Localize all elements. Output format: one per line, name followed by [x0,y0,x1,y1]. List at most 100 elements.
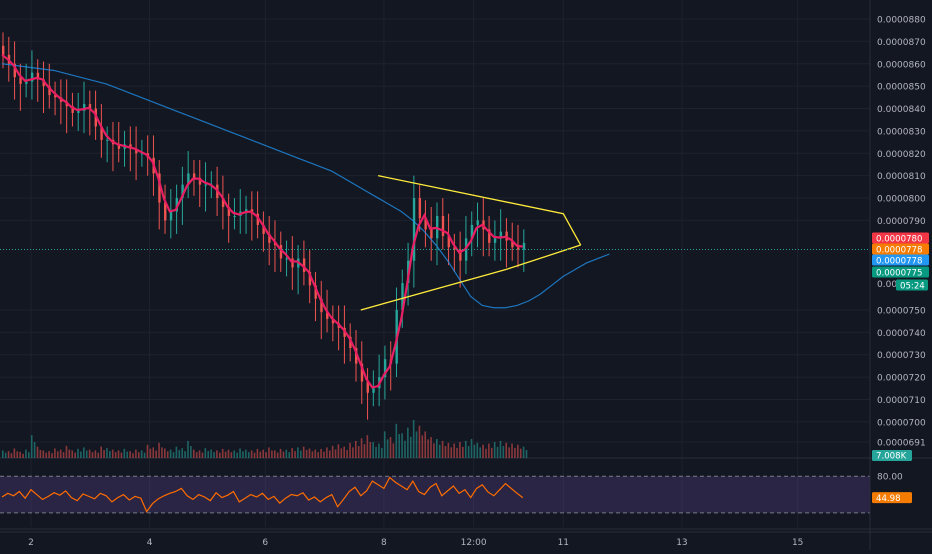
volume-bar [106,448,108,458]
volume-bar [224,451,227,458]
volume-bar [331,445,334,458]
price-tick-label: 0.0000740 [877,329,926,339]
volume-bar [409,436,412,458]
volume-bar [488,443,490,458]
candle [54,81,57,116]
price-badge-bg [872,232,929,244]
volume-bar [195,452,198,458]
volume-bar [236,452,238,458]
volume-bar [459,442,461,458]
candle-body [366,381,369,393]
price-badge: 0.0000775 [872,266,929,278]
candle-body [198,177,202,185]
volume-bar [158,442,160,458]
volume-bar [201,452,204,458]
volume-bar [288,452,291,458]
volume-bar [482,444,484,458]
candle-body [2,45,5,55]
volume-bar [221,448,224,458]
volume-bar [447,442,450,458]
oscillator-level-label: 80.00 [877,473,903,483]
volume-bar [83,447,85,458]
candle-body [285,258,288,260]
volume-bar [256,448,259,458]
candle-body [135,148,138,154]
candle [42,61,45,113]
volume-bar [16,451,19,458]
volume-bar [525,450,528,458]
volume-bar [421,435,424,458]
volume-bar [320,448,322,458]
candle [77,92,80,131]
candle-body [459,249,462,261]
volume-bar [493,442,496,458]
volume-bar [462,446,464,458]
candle-body [187,173,190,185]
candle [221,175,225,230]
candle [331,305,335,342]
candle-body [48,86,51,96]
volume-bar [213,452,215,458]
oscillator-band [0,457,932,530]
time-tick-label: 12:00 [461,538,487,548]
volume-bar [302,446,305,458]
volume-bar [424,431,427,458]
volume-bar [395,423,398,458]
candle-body [42,79,45,87]
volume-bar [433,443,435,458]
volume-bar [273,450,276,458]
time-tick-label: 6 [262,538,268,548]
volume-bar [172,452,175,458]
volume-bar [328,450,331,458]
triangle-upper-line[interactable] [378,175,582,246]
triangle-lower-line[interactable] [360,244,581,311]
volume-bar [276,452,279,458]
volume-bar [297,447,299,458]
volume-bar [444,446,447,458]
price-tick-label: 0.0000790 [877,217,926,227]
candle-body [268,233,271,243]
price-badge: 0.0000780 [872,232,929,244]
volume-bar [308,448,311,458]
volume-bar [436,439,438,458]
candle-body [383,359,387,378]
volume-bar [227,449,230,458]
volume-bar [4,452,7,458]
volume-bar [456,447,458,458]
candle-body [30,72,34,82]
candle-body [412,198,416,261]
triangle-pattern[interactable] [360,175,582,311]
price-badge-bg [872,254,929,266]
grid [0,0,870,527]
time-axis[interactable]: 2 4 6 8 12:00 11 13 15 [28,538,803,548]
volume-bar [22,453,24,458]
volume-bar [25,449,27,458]
price-tick-label: 0.0000880 [877,16,926,26]
volume-bar [317,452,319,458]
volume-bar [476,442,479,458]
volume-bar [250,450,253,458]
candle-body [522,242,526,250]
price-axis[interactable]: 0.0000880 0.0000870 0.0000860 0.0000850 0.00… [877,16,926,483]
price-badges: 0.00007800.00007780.00007780.000077505:2… [872,232,929,504]
candle-body [372,388,375,393]
candle-body [233,215,236,217]
candle-body [441,215,445,237]
time-tick-label: 4 [147,538,153,548]
volume-bar [39,450,42,458]
volume-bar [366,435,369,458]
volume-bar [242,451,244,458]
volume-bar [253,452,256,458]
volume-bar [210,449,212,458]
candle [505,218,508,268]
volume-bar [323,451,325,458]
volume-bar [149,448,152,458]
volume-bar [54,448,56,458]
volume-bar [311,451,314,458]
volume-bar [48,451,50,458]
volume-bar [166,451,169,458]
candle-body [354,348,358,364]
volume-bar [45,452,47,458]
